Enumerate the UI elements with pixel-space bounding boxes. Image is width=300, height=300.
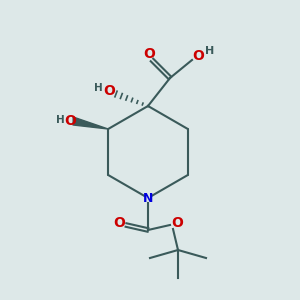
Text: O: O [64,114,76,128]
Text: O: O [143,47,155,61]
Text: N: N [143,191,153,205]
Text: H: H [94,83,102,93]
Text: O: O [113,216,125,230]
Text: H: H [206,46,214,56]
Text: O: O [192,49,204,63]
Polygon shape [73,117,108,129]
Text: H: H [56,115,64,125]
Text: O: O [171,216,183,230]
Text: O: O [103,84,115,98]
